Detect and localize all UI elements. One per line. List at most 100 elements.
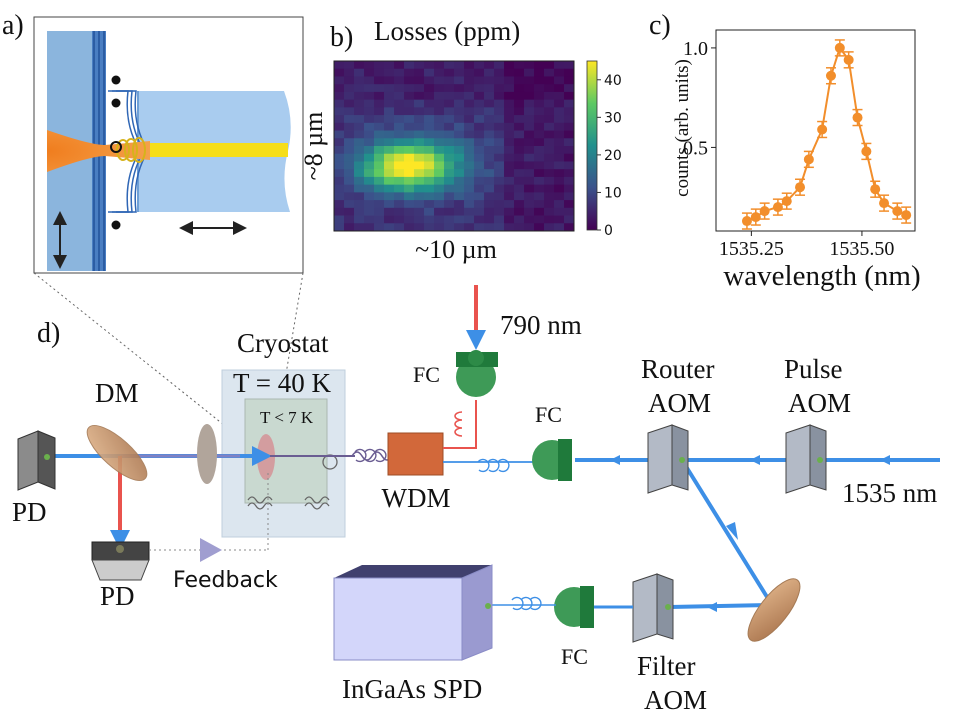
heatmap-cell xyxy=(484,138,495,147)
heatmap-cell xyxy=(334,207,345,216)
heatmap-cell xyxy=(344,138,355,147)
heatmap-cell xyxy=(504,207,515,216)
heatmap-cell xyxy=(384,76,395,85)
data-point xyxy=(817,124,828,135)
heatmap-cell xyxy=(474,122,485,131)
heatmap-cell xyxy=(514,91,525,101)
heatmap-cell xyxy=(514,161,525,170)
heatmap-cell xyxy=(504,161,515,170)
heatmap-cell xyxy=(464,192,475,201)
heatmap-cell xyxy=(424,169,435,178)
wdm-label: WDM xyxy=(382,483,451,513)
heatmap-cell xyxy=(494,138,505,147)
heatmap-cell xyxy=(354,223,365,232)
router-aom-line2: AOM xyxy=(648,388,711,418)
heatmap-cell xyxy=(424,115,435,124)
heatmap-cell xyxy=(374,207,385,216)
panel-a-inset xyxy=(33,16,304,274)
heatmap-cell xyxy=(334,184,345,193)
heatmap-cell xyxy=(394,184,405,193)
heatmap-cell xyxy=(494,207,505,216)
heatmap-cell xyxy=(434,184,445,193)
heatmap-cell xyxy=(404,138,415,147)
heatmap-cell xyxy=(424,207,435,216)
heatmap-cell xyxy=(414,176,425,186)
heatmap-cell xyxy=(484,161,495,170)
heatmap-cell xyxy=(394,61,405,70)
heatmap-cell xyxy=(494,91,505,101)
heatmap-cell xyxy=(494,76,505,85)
heatmap-cell xyxy=(504,169,515,178)
pd-bottom-label: PD xyxy=(100,581,135,611)
heatmap-cell xyxy=(404,161,415,170)
heatmap-cell xyxy=(494,130,505,139)
heatmap-cell xyxy=(534,184,545,193)
heatmap-cell xyxy=(434,138,445,147)
heatmap-cell xyxy=(484,169,495,178)
heatmap-cell xyxy=(374,200,385,209)
data-point xyxy=(750,212,761,223)
heatmap-cell xyxy=(364,130,375,139)
heatmap-cell xyxy=(494,215,505,224)
data-point xyxy=(843,54,854,65)
heatmap-cell xyxy=(434,130,445,139)
heatmap-cell xyxy=(444,146,455,155)
heatmap-y-label: ~8 µm xyxy=(299,112,328,181)
heatmap-cell xyxy=(484,115,495,124)
heatmap-cell xyxy=(524,223,535,232)
heatmap-cell xyxy=(444,84,455,93)
heatmap-cell xyxy=(334,161,345,170)
heatmap-cell xyxy=(424,146,435,155)
heatmap-cell xyxy=(394,91,405,101)
heatmap-cell xyxy=(454,153,465,162)
heatmap-cell xyxy=(404,84,415,93)
heatmap-cell xyxy=(424,176,435,186)
x-tick-label: 1535.25 xyxy=(719,238,784,260)
heatmap-cell xyxy=(394,130,405,139)
heatmap-cell xyxy=(464,68,475,77)
colorbar: 0 10 20 30 40 xyxy=(586,60,622,239)
heatmap-cell xyxy=(384,161,395,170)
heatmap-cell xyxy=(354,107,365,116)
heatmap-cell xyxy=(384,84,395,93)
heatmap-cell xyxy=(564,200,575,209)
heatmap-cell xyxy=(374,107,385,116)
heatmap-cell xyxy=(414,200,425,209)
heatmap-cell xyxy=(454,169,465,178)
heatmap-cell xyxy=(474,223,485,232)
heatmap-cell xyxy=(354,207,365,216)
colorbar-tick-label: 0 xyxy=(604,223,613,239)
data-point xyxy=(870,184,881,195)
heatmap-cell xyxy=(544,107,555,116)
heatmap-cell xyxy=(484,99,495,108)
heatmap-cell xyxy=(524,91,535,101)
heatmap-cell xyxy=(444,115,455,124)
heatmap-cell xyxy=(534,122,545,131)
heatmap-cell xyxy=(464,176,475,186)
heatmap-cell xyxy=(334,146,345,155)
heatmap-cell xyxy=(484,176,495,186)
heatmap-cell xyxy=(464,107,475,116)
heatmap-cell xyxy=(504,115,515,124)
heatmap-cell xyxy=(414,146,425,155)
heatmap-cell xyxy=(444,153,455,162)
heatmap-cell xyxy=(524,122,535,131)
heatmap-cell xyxy=(404,115,415,124)
heatmap-cell xyxy=(474,207,485,216)
heatmap-cell xyxy=(554,153,565,162)
heatmap-cell xyxy=(404,146,415,155)
heatmap-cell xyxy=(524,192,535,201)
heatmap-cell xyxy=(464,207,475,216)
heatmap-cell xyxy=(544,200,555,209)
heatmap-cell xyxy=(424,138,435,147)
ingaas-spd xyxy=(333,564,493,661)
heatmap-cell xyxy=(554,192,565,201)
heatmap-cell xyxy=(404,192,415,201)
heatmap-x-label: ~10 µm xyxy=(415,235,497,264)
heatmap-cell xyxy=(484,76,495,85)
heatmap-cell xyxy=(564,130,575,139)
heatmap-cell xyxy=(514,169,525,178)
heatmap-cell xyxy=(484,192,495,201)
heatmap-cell xyxy=(424,61,435,70)
heatmap-cell xyxy=(354,153,365,162)
